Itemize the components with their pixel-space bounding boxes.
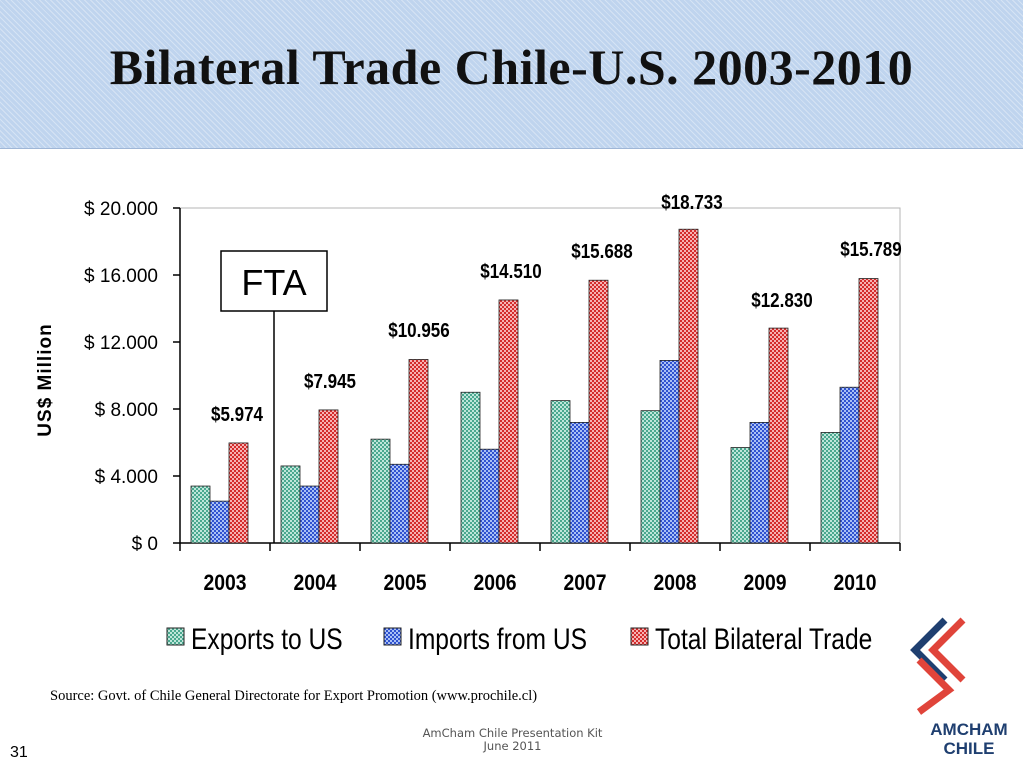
legend-swatch	[166, 627, 185, 646]
bar-exports-to-us	[370, 438, 391, 544]
logo-line-2: CHILE	[943, 739, 995, 758]
y-axis-title: US$ Million	[35, 323, 56, 436]
x-tick-label: 2006	[473, 571, 516, 595]
bar-total-bilateral-trade	[678, 228, 699, 544]
x-tick-label: 2008	[653, 571, 696, 595]
logo-line-1: AMCHAM	[930, 720, 1008, 739]
data-label: $15.688	[571, 240, 632, 263]
bar-imports-from-us	[299, 485, 320, 544]
bar-imports-from-us	[209, 500, 230, 544]
logo-text: AMCHAM CHILE	[924, 720, 1014, 758]
legend-label: Imports from US	[408, 622, 587, 656]
legend-swatch	[383, 627, 402, 646]
page-number: 31	[10, 744, 28, 761]
bar-total-bilateral-trade	[588, 279, 609, 544]
source-note: Source: Govt. of Chile General Directora…	[50, 688, 538, 704]
bar-imports-from-us	[479, 448, 500, 544]
bar-total-bilateral-trade	[768, 327, 789, 544]
data-label: $15.789	[840, 238, 901, 261]
data-label: $5.974	[211, 403, 264, 426]
bar-exports-to-us	[280, 465, 301, 544]
slide-title: Bilateral Trade Chile-U.S. 2003-2010	[109, 39, 914, 95]
y-tick-label: $ 16.000	[84, 266, 158, 287]
bar-total-bilateral-trade	[408, 359, 429, 544]
y-tick-label: $ 20.000	[84, 199, 158, 220]
bar-total-bilateral-trade	[858, 278, 879, 544]
legend-label: Exports to US	[191, 622, 343, 656]
data-label: $18.733	[661, 191, 722, 214]
data-label: $14.510	[480, 260, 541, 283]
x-tick-label: 2003	[203, 571, 246, 595]
data-label: $10.956	[388, 319, 449, 342]
fta-label: FTA	[241, 262, 306, 303]
x-tick-label: 2009	[743, 571, 786, 595]
fta-box	[220, 250, 328, 312]
footer: AmCham Chile Presentation Kit June 2011	[380, 727, 645, 753]
logo-chevron-blue	[910, 617, 948, 683]
bar-exports-to-us	[190, 485, 211, 544]
bar-imports-from-us	[839, 386, 860, 544]
logo-chevron-red-2	[916, 657, 955, 715]
bar-imports-from-us	[749, 421, 770, 544]
data-label: $7.945	[304, 370, 356, 393]
bar-exports-to-us	[550, 400, 571, 544]
footer-line-2: June 2011	[483, 739, 542, 753]
y-tick-label: $ 0	[132, 534, 158, 555]
bar-imports-from-us	[569, 421, 590, 544]
bar-exports-to-us	[730, 447, 751, 544]
legend-swatch	[630, 627, 649, 646]
x-tick-label: 2007	[563, 571, 606, 595]
amcham-logo	[910, 617, 966, 715]
bar-total-bilateral-trade	[228, 442, 249, 544]
y-tick-label: $ 8.000	[95, 400, 158, 421]
legend-label: Total Bilateral Trade	[655, 622, 872, 656]
footer-line-1: AmCham Chile Presentation Kit	[422, 726, 603, 740]
y-tick-label: $ 4.000	[95, 467, 158, 488]
bar-exports-to-us	[460, 391, 481, 544]
x-tick-label: 2010	[833, 571, 876, 595]
data-label: $12.830	[751, 289, 812, 312]
bar-exports-to-us	[640, 410, 661, 544]
title-band	[0, 0, 1023, 149]
x-tick-label: 2004	[293, 571, 337, 595]
bar-total-bilateral-trade	[318, 409, 339, 544]
bar-exports-to-us	[820, 432, 841, 544]
bar-imports-from-us	[659, 360, 680, 544]
bar-total-bilateral-trade	[498, 299, 519, 544]
x-tick-label: 2005	[383, 571, 426, 595]
logo-chevron-red	[928, 617, 966, 683]
bar-imports-from-us	[389, 463, 410, 544]
y-tick-label: $ 12.000	[84, 333, 158, 354]
